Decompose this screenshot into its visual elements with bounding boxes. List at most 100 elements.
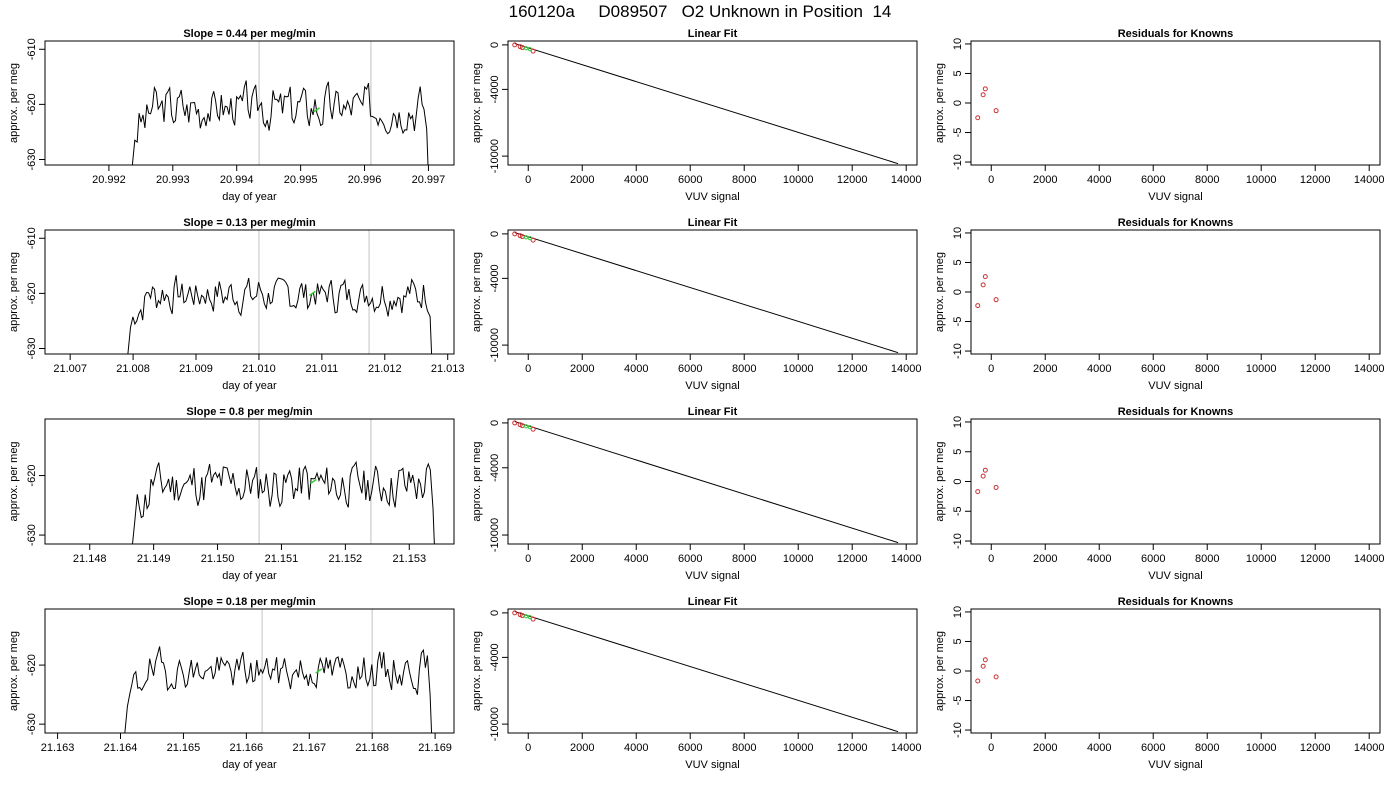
panel-frame xyxy=(970,229,1381,355)
x-tick-label: 21.013 xyxy=(431,363,465,375)
known-point xyxy=(512,420,518,426)
y-tick-label: -620 xyxy=(26,282,38,304)
y-tick-label: 0 xyxy=(489,420,501,426)
y-tick-label: -10 xyxy=(952,343,964,359)
x-tick-label: 0 xyxy=(988,363,994,375)
x-tick-label: 21.011 xyxy=(305,363,338,375)
y-tick-label: 5 xyxy=(952,638,964,644)
x-tick-label: 14000 xyxy=(1354,363,1385,375)
x-tick-label: 8000 xyxy=(1195,174,1219,186)
known-point xyxy=(982,467,988,473)
y-tick-label: 0 xyxy=(952,478,964,484)
unknown-point xyxy=(523,614,529,619)
y-axis-label: approx. per meg xyxy=(934,441,946,521)
y-axis-label: approx. per meg xyxy=(471,252,483,332)
panel-1-2: Linear Fit 0 2000 4000 6000 8000 10000 12000 140… xyxy=(471,28,921,203)
panel-frame xyxy=(507,229,918,355)
x-tick-label: 12000 xyxy=(1300,742,1331,754)
y-tick-label: 5 xyxy=(952,449,964,455)
known-point xyxy=(980,473,986,479)
panel-title: Linear Fit xyxy=(688,28,738,40)
panel-data xyxy=(975,86,999,121)
y-tick-label: -10000 xyxy=(489,328,501,362)
unknown-segment xyxy=(309,290,316,297)
x-axis-label: VUV signal xyxy=(1148,191,1202,203)
panel-data xyxy=(975,657,999,684)
x-tick-label: 6000 xyxy=(1141,553,1165,565)
x-tick-label: 14000 xyxy=(891,363,922,375)
y-tick-label: -5 xyxy=(952,317,964,327)
known-point xyxy=(530,48,536,54)
x-tick-label: 10000 xyxy=(783,363,814,375)
x-tick-label: 12000 xyxy=(1300,363,1331,375)
x-tick-label: 21.008 xyxy=(116,363,150,375)
panel-frame xyxy=(970,608,1381,734)
y-tick-label: -5 xyxy=(952,506,964,516)
known-point xyxy=(982,657,988,663)
x-tick-label: 0 xyxy=(525,742,531,754)
x-tick-label: 10000 xyxy=(783,742,814,754)
x-tick-label: 6000 xyxy=(1141,174,1165,186)
panel-title: Linear Fit xyxy=(688,596,738,608)
x-tick-label: 6000 xyxy=(1141,363,1165,375)
x-tick-label: 2000 xyxy=(570,363,594,375)
panel-4-2: Linear Fit 0 2000 4000 6000 8000 10000 12000 140… xyxy=(471,596,921,771)
panel-data xyxy=(975,274,999,309)
panel-title: Slope = 0.8 per meg/min xyxy=(186,406,313,418)
panel-frame xyxy=(44,418,455,545)
panel-data xyxy=(512,42,899,165)
y-tick-label: -610 xyxy=(26,227,38,249)
x-tick-label: 0 xyxy=(988,553,994,565)
x-tick-label: 6000 xyxy=(678,174,702,186)
panel-frame xyxy=(970,418,1381,545)
y-tick-label: -4000 xyxy=(489,643,501,671)
y-tick-label: -620 xyxy=(26,465,38,487)
panel-data xyxy=(124,609,433,733)
x-tick-label: 4000 xyxy=(1087,742,1111,754)
known-point xyxy=(975,489,981,495)
x-axis-label: day of year xyxy=(222,759,277,771)
unknown-point xyxy=(523,46,529,51)
y-axis-label: approx. per meg xyxy=(934,63,946,143)
x-tick-label: 6000 xyxy=(678,553,702,565)
known-point xyxy=(993,108,999,114)
unknown-point xyxy=(527,47,532,52)
x-tick-label: 0 xyxy=(525,174,531,186)
x-axis-label: day of year xyxy=(222,570,277,582)
y-tick-label: 0 xyxy=(489,231,501,237)
known-point xyxy=(530,237,536,243)
fit-line xyxy=(514,43,899,165)
y-tick-label: -10000 xyxy=(489,139,501,173)
y-axis-label: approx. per meg xyxy=(8,631,20,711)
x-tick-label: 0 xyxy=(525,553,531,565)
y-tick-label: -10000 xyxy=(489,707,501,741)
x-tick-label: 8000 xyxy=(732,174,756,186)
x-tick-label: 0 xyxy=(988,742,994,754)
x-tick-label: 14000 xyxy=(891,553,922,565)
y-tick-label: 0 xyxy=(952,100,964,106)
x-tick-label: 4000 xyxy=(624,363,648,375)
x-tick-label: 10000 xyxy=(783,174,814,186)
fit-line xyxy=(514,611,899,733)
x-tick-label: 14000 xyxy=(1354,174,1385,186)
panel-frame xyxy=(507,40,918,166)
y-tick-label: -10000 xyxy=(489,518,501,552)
data-trace xyxy=(131,460,435,544)
panel-data xyxy=(975,467,999,495)
fit-line xyxy=(514,232,899,354)
x-axis-label: VUV signal xyxy=(1148,380,1202,392)
x-tick-label: 6000 xyxy=(678,742,702,754)
panel-frame xyxy=(507,418,918,545)
panel-2-1: Slope = 0.13 per meg/min 21.007 21.008 21.0… xyxy=(8,217,465,392)
x-tick-label: 2000 xyxy=(570,742,594,754)
x-tick-label: 20.996 xyxy=(348,174,382,186)
panel-title: Slope = 0.44 per meg/min xyxy=(183,28,316,40)
x-tick-label: 2000 xyxy=(1033,742,1057,754)
y-tick-label: 5 xyxy=(952,70,964,76)
panel-data xyxy=(131,41,429,165)
y-tick-label: 10 xyxy=(952,38,964,50)
x-tick-label: 6000 xyxy=(678,363,702,375)
x-tick-label: 2000 xyxy=(570,174,594,186)
panel-title: Linear Fit xyxy=(688,406,738,418)
